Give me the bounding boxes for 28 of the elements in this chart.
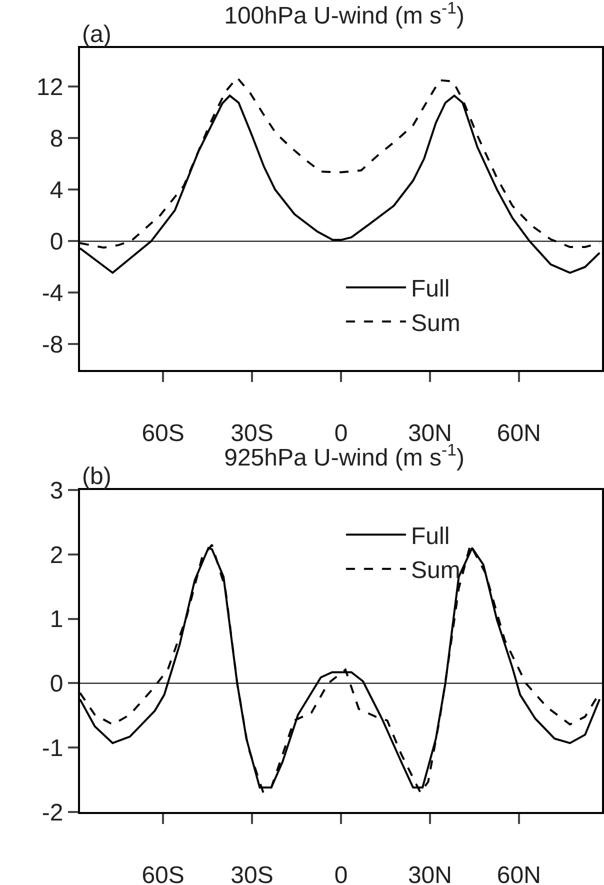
y-tick-label: 0 bbox=[50, 670, 64, 698]
x-tick-label: 0 bbox=[334, 862, 348, 885]
x-tick-label: 60N bbox=[496, 862, 541, 885]
y-tick-label: 0 bbox=[50, 228, 64, 256]
x-tick-label: 60N bbox=[496, 420, 541, 447]
x-tick-label: 60S bbox=[142, 420, 184, 447]
y-tick-label: -4 bbox=[42, 280, 64, 308]
annotation: (b) bbox=[82, 463, 112, 490]
y-tick-label: -2 bbox=[42, 799, 64, 826]
annotation: (a) bbox=[82, 21, 112, 48]
x-tick-label: 0 bbox=[334, 420, 348, 447]
x-tick-label: 30S bbox=[230, 862, 274, 885]
y-tick-label: -1 bbox=[42, 735, 64, 762]
legend-label: Sum bbox=[411, 557, 460, 584]
y-tick-label: 12 bbox=[36, 74, 64, 102]
x-tick-label: 30N bbox=[408, 862, 452, 885]
y-tick-label: 3 bbox=[50, 477, 64, 504]
y-tick-label: 2 bbox=[50, 542, 64, 569]
x-tick-label: 30S bbox=[230, 420, 274, 447]
y-tick-label: -8 bbox=[42, 332, 64, 359]
chart-title: 100hPa U-wind (m s$^{-1}$) bbox=[224, 0, 464, 30]
y-tick-label: 4 bbox=[50, 177, 64, 204]
legend-label: Sum bbox=[411, 310, 460, 337]
x-tick-label: 60S bbox=[142, 862, 184, 885]
y-tick-label: 1 bbox=[50, 606, 64, 634]
legend-label: Full bbox=[411, 523, 450, 550]
legend-label: Full bbox=[411, 276, 450, 303]
y-tick-label: 8 bbox=[50, 126, 64, 153]
